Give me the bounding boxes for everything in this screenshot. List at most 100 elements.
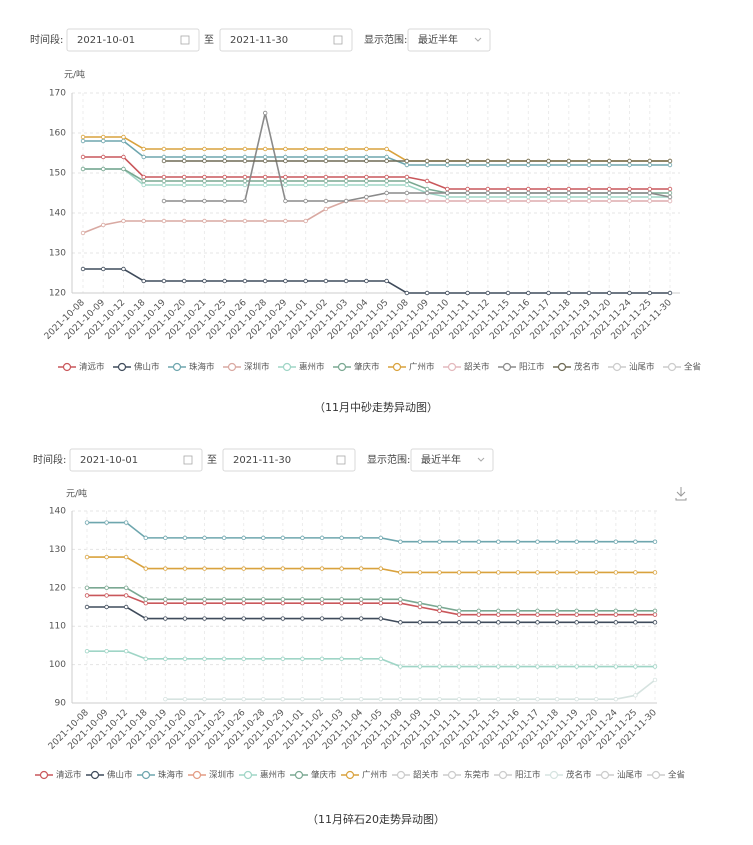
date-value: 2021-11-30 xyxy=(230,35,288,46)
legend-item[interactable]: 汕尾市 xyxy=(608,362,655,373)
data-point xyxy=(261,616,266,621)
date-value: 2021-10-01 xyxy=(77,35,135,46)
data-point xyxy=(121,218,126,224)
range-select[interactable] xyxy=(410,448,494,472)
data-point xyxy=(586,190,592,196)
data-point xyxy=(417,664,423,669)
data-point xyxy=(161,178,167,184)
y-tick-label: 170 xyxy=(49,89,66,99)
legend-marker xyxy=(557,362,567,372)
series-line xyxy=(163,112,671,202)
data-point xyxy=(123,593,129,598)
data-point xyxy=(221,597,227,602)
data-point xyxy=(647,290,652,296)
data-point xyxy=(182,154,187,160)
data-point xyxy=(515,608,521,614)
legend-item[interactable]: 阳江市 xyxy=(498,362,545,373)
data-point xyxy=(535,570,540,575)
data-point xyxy=(300,696,305,702)
data-point xyxy=(476,608,481,614)
y-tick-label: 110 xyxy=(49,622,66,632)
data-point xyxy=(182,696,188,702)
data-point xyxy=(535,608,540,614)
data-point xyxy=(161,278,167,284)
legend-item[interactable]: 汕尾市 xyxy=(596,770,643,781)
data-point xyxy=(613,696,619,702)
data-point xyxy=(546,158,551,164)
data-point xyxy=(323,174,329,180)
legend-marker xyxy=(502,362,512,372)
data-point xyxy=(456,696,462,702)
data-point xyxy=(652,608,658,614)
legend-item[interactable]: 全省 xyxy=(663,362,702,373)
data-point xyxy=(647,198,652,204)
data-point xyxy=(456,570,462,575)
data-point xyxy=(202,656,207,662)
data-point xyxy=(613,612,619,617)
range-select[interactable] xyxy=(407,28,491,52)
legend-label: 阳江市 xyxy=(515,770,541,781)
legend-item[interactable]: 佛山市 xyxy=(86,770,133,781)
data-point xyxy=(445,198,450,204)
data-point xyxy=(161,158,167,164)
legend-item[interactable]: 茂名市 xyxy=(553,362,600,373)
data-point xyxy=(554,696,560,702)
legend-item[interactable]: 广州市 xyxy=(341,770,388,781)
date-value: 2021-11-30 xyxy=(233,455,291,466)
data-point xyxy=(303,182,308,188)
data-point xyxy=(445,158,450,164)
legend-item[interactable]: 东莞市 xyxy=(443,770,490,781)
legend-item[interactable]: 肇庆市 xyxy=(290,770,337,781)
data-point xyxy=(101,154,106,160)
data-point xyxy=(574,664,579,669)
data-point xyxy=(633,664,638,669)
data-point xyxy=(465,158,470,164)
data-point xyxy=(586,186,592,192)
date-input[interactable] xyxy=(219,28,353,52)
legend-item[interactable]: 佛山市 xyxy=(113,362,160,373)
data-point xyxy=(339,597,344,602)
data-point xyxy=(242,278,248,284)
data-point xyxy=(222,158,227,164)
data-point xyxy=(566,190,571,196)
caption: （11月碎石20走势异动图） xyxy=(307,812,445,826)
legend-item[interactable]: 全省 xyxy=(647,770,686,781)
date-input[interactable] xyxy=(69,448,203,472)
data-point xyxy=(647,162,652,168)
download-icon[interactable] xyxy=(675,487,687,501)
legend-item[interactable]: 惠州市 xyxy=(239,770,286,781)
data-point xyxy=(496,570,501,575)
legend-item[interactable]: 清远市 xyxy=(35,770,82,781)
data-point xyxy=(535,696,540,702)
legend-item[interactable]: 韶关市 xyxy=(443,362,490,373)
legend-item[interactable]: 肇庆市 xyxy=(333,362,380,373)
data-point xyxy=(242,178,248,184)
legend-label: 阳江市 xyxy=(519,362,545,373)
date-input[interactable] xyxy=(66,28,200,52)
data-point xyxy=(485,198,491,204)
legend-item[interactable]: 广州市 xyxy=(388,362,435,373)
data-point xyxy=(182,158,187,164)
y-tick-label: 120 xyxy=(49,289,66,299)
data-point xyxy=(424,158,430,164)
data-point xyxy=(241,616,246,621)
data-point xyxy=(261,566,266,571)
legend-item[interactable]: 茂名市 xyxy=(545,770,592,781)
legend-item[interactable]: 阳江市 xyxy=(494,770,541,781)
data-point xyxy=(364,154,369,160)
to-label: 至 xyxy=(204,34,214,46)
data-point xyxy=(445,190,450,196)
data-point xyxy=(465,290,470,296)
data-point xyxy=(526,162,531,168)
legend-item[interactable]: 清远市 xyxy=(58,362,105,373)
legend-label: 广州市 xyxy=(409,362,435,373)
legend-item[interactable]: 韶关市 xyxy=(392,770,439,781)
legend-item[interactable]: 惠州市 xyxy=(278,362,325,373)
legend-item[interactable]: 深圳市 xyxy=(223,362,270,373)
date-input[interactable] xyxy=(222,448,356,472)
legend-item[interactable]: 珠海市 xyxy=(137,770,184,781)
data-point xyxy=(143,597,148,602)
data-point xyxy=(496,620,501,625)
legend-item[interactable]: 深圳市 xyxy=(188,770,235,781)
legend-item[interactable]: 珠海市 xyxy=(168,362,215,373)
